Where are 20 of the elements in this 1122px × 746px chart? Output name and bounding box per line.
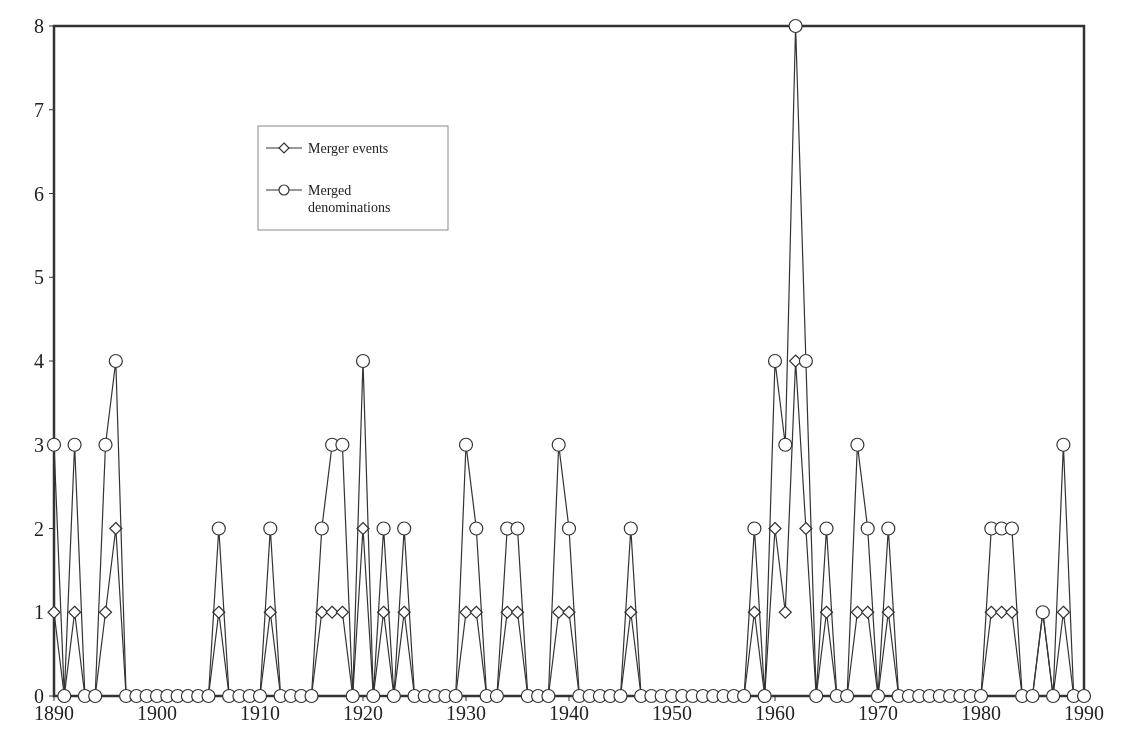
x-tick-label: 1940 (549, 702, 589, 724)
x-tick-label: 1910 (240, 702, 280, 724)
legend-label: Merger events (308, 140, 389, 156)
y-tick-label: 2 (34, 517, 44, 540)
y-tick-label: 5 (34, 266, 44, 289)
x-tick-label: 1920 (343, 702, 383, 724)
x-tick-label: 1960 (755, 702, 795, 724)
y-tick-label: 4 (34, 350, 44, 372)
x-tick-label: 1900 (137, 702, 177, 724)
x-tick-label: 1950 (652, 702, 692, 724)
y-tick-label: 1 (34, 601, 44, 624)
y-tick-label: 8 (34, 15, 44, 37)
y-tick-label: 3 (34, 433, 44, 456)
legend-label: Merged denominations (308, 182, 391, 215)
x-tick-label: 1990 (1064, 702, 1104, 724)
y-tick-label: 7 (34, 98, 44, 121)
x-tick-label: 1930 (446, 702, 486, 724)
x-tick-label: 1980 (961, 702, 1001, 724)
x-tick-label: 1970 (858, 702, 898, 724)
y-tick-label: 6 (34, 182, 44, 205)
